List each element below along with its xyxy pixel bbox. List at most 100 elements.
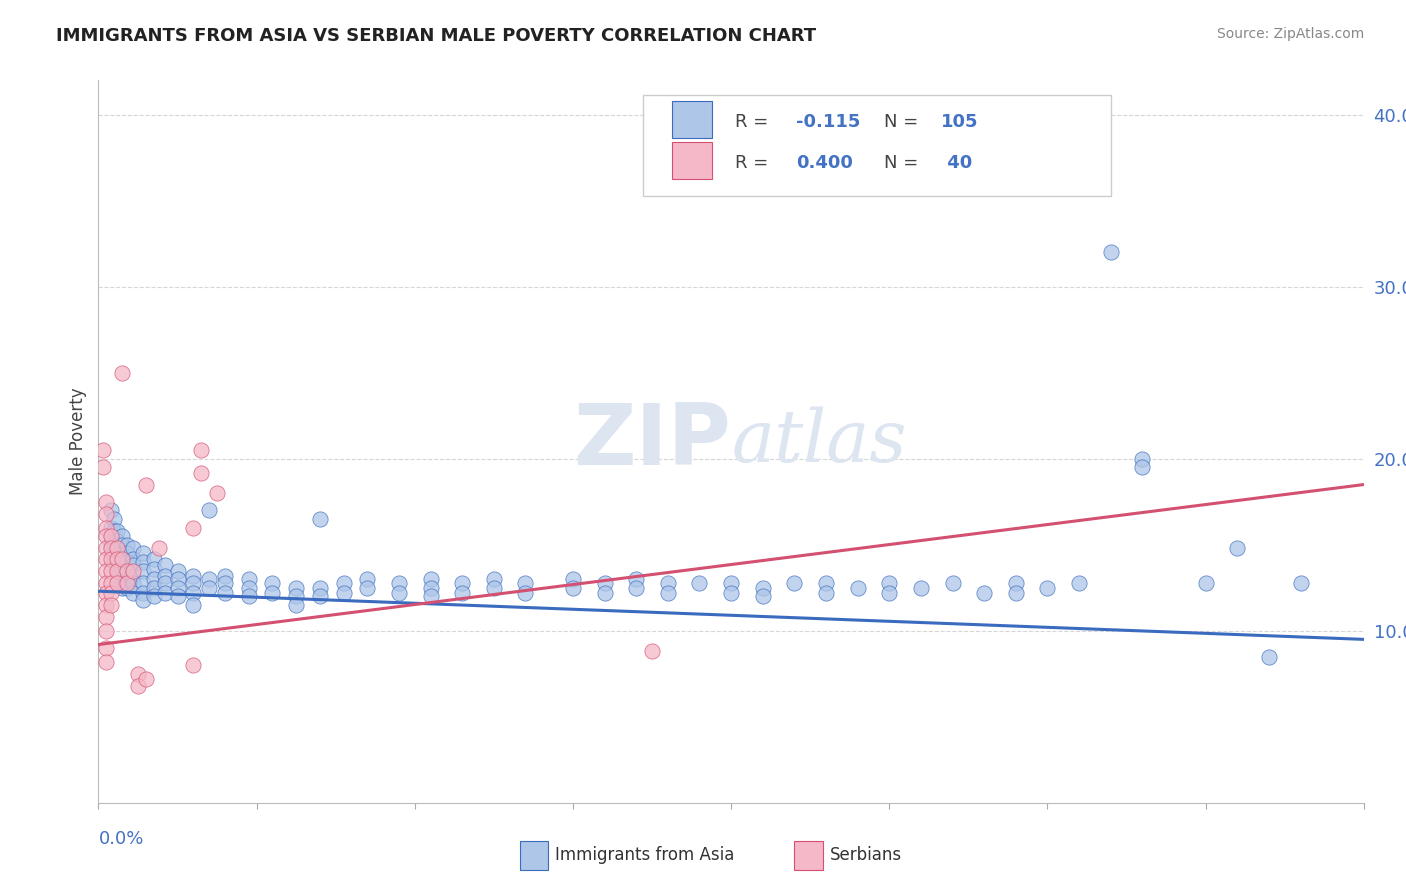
Point bbox=[122, 575, 145, 590]
Point bbox=[103, 546, 125, 560]
Text: R =: R = bbox=[735, 154, 773, 172]
Point bbox=[153, 568, 176, 582]
Point bbox=[107, 555, 129, 569]
Point bbox=[419, 581, 441, 595]
Point bbox=[107, 524, 129, 538]
Point bbox=[122, 558, 145, 573]
Point bbox=[111, 529, 134, 543]
Point bbox=[115, 564, 138, 578]
Point bbox=[657, 586, 679, 600]
Point bbox=[561, 572, 585, 586]
Point bbox=[142, 590, 165, 604]
Point bbox=[166, 564, 188, 578]
FancyBboxPatch shape bbox=[672, 101, 711, 138]
Point bbox=[122, 586, 145, 600]
Point bbox=[720, 575, 742, 590]
Point bbox=[96, 624, 118, 638]
Point bbox=[1226, 541, 1249, 556]
Point bbox=[1257, 649, 1279, 664]
Point bbox=[142, 551, 165, 566]
Point bbox=[115, 555, 138, 569]
Point bbox=[100, 503, 122, 517]
Point bbox=[111, 538, 134, 552]
Point bbox=[846, 581, 869, 595]
Point bbox=[111, 581, 134, 595]
Point bbox=[183, 568, 205, 582]
Point bbox=[103, 524, 125, 538]
Text: Serbians: Serbians bbox=[830, 847, 901, 864]
Point bbox=[100, 586, 122, 600]
Point bbox=[482, 572, 505, 586]
Point bbox=[1004, 586, 1026, 600]
Point bbox=[96, 610, 118, 624]
Point bbox=[910, 581, 932, 595]
Point bbox=[107, 568, 129, 582]
Text: 105: 105 bbox=[941, 113, 979, 131]
Point bbox=[1194, 575, 1216, 590]
Point bbox=[309, 512, 332, 526]
Point bbox=[238, 590, 260, 604]
Point bbox=[100, 564, 122, 578]
Point bbox=[111, 551, 134, 566]
Point bbox=[115, 538, 138, 552]
Point bbox=[100, 575, 122, 590]
Point bbox=[115, 564, 138, 578]
Point bbox=[166, 572, 188, 586]
Point bbox=[96, 520, 118, 534]
Point bbox=[122, 551, 145, 566]
Point bbox=[657, 575, 679, 590]
Point bbox=[190, 443, 212, 458]
Point bbox=[115, 575, 138, 590]
Point bbox=[132, 555, 155, 569]
Text: N =: N = bbox=[884, 113, 924, 131]
Point bbox=[1289, 575, 1312, 590]
Point bbox=[1130, 451, 1153, 466]
Point bbox=[720, 586, 742, 600]
Point bbox=[96, 551, 118, 566]
Point bbox=[942, 575, 965, 590]
Point bbox=[814, 586, 837, 600]
Point bbox=[107, 541, 129, 556]
Point bbox=[332, 575, 354, 590]
Point bbox=[624, 581, 647, 595]
Point bbox=[214, 568, 236, 582]
Text: 0.400: 0.400 bbox=[796, 154, 852, 172]
Point bbox=[122, 568, 145, 582]
Point bbox=[238, 572, 260, 586]
Point bbox=[198, 581, 221, 595]
Point bbox=[107, 541, 129, 556]
Point bbox=[96, 640, 118, 655]
Point bbox=[1130, 460, 1153, 475]
Point bbox=[96, 494, 118, 508]
Point bbox=[153, 586, 176, 600]
Point bbox=[214, 586, 236, 600]
Text: R =: R = bbox=[735, 113, 773, 131]
Point bbox=[107, 548, 129, 562]
Point bbox=[111, 562, 134, 576]
Point bbox=[183, 658, 205, 673]
Point bbox=[111, 546, 134, 560]
Point bbox=[356, 572, 378, 586]
Point bbox=[641, 644, 664, 658]
Point bbox=[103, 541, 125, 556]
Point bbox=[100, 529, 122, 543]
Point bbox=[973, 586, 995, 600]
Point bbox=[451, 586, 474, 600]
Point bbox=[309, 581, 332, 595]
FancyBboxPatch shape bbox=[672, 142, 711, 179]
Point bbox=[183, 520, 205, 534]
Point bbox=[814, 575, 837, 590]
Point bbox=[107, 551, 129, 566]
Point bbox=[132, 586, 155, 600]
Point bbox=[107, 534, 129, 549]
Point bbox=[100, 551, 122, 566]
Point bbox=[107, 562, 129, 576]
Point bbox=[122, 564, 145, 578]
Point bbox=[142, 562, 165, 576]
Point bbox=[1004, 575, 1026, 590]
Point bbox=[593, 575, 616, 590]
Point bbox=[285, 590, 308, 604]
Point bbox=[115, 581, 138, 595]
Text: atlas: atlas bbox=[731, 406, 907, 477]
Point bbox=[190, 466, 212, 480]
